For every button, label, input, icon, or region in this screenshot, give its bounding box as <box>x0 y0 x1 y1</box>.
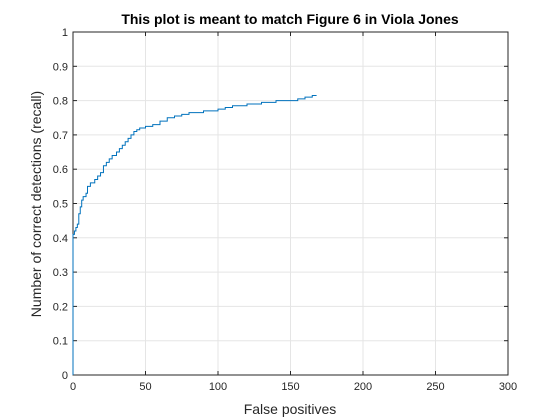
y-tick-label: 0.1 <box>53 336 68 348</box>
y-tick-label: 0.2 <box>53 301 68 313</box>
x-tick-label: 250 <box>426 381 444 393</box>
y-tick-label: 0.6 <box>53 164 68 176</box>
x-tick-label: 50 <box>139 381 151 393</box>
series-layer <box>72 94 317 375</box>
y-tick-label: 0.8 <box>53 96 68 108</box>
chart-title: This plot is meant to match Figure 6 in … <box>121 11 459 27</box>
y-axis-label: Number of correct detections (recall) <box>28 91 44 317</box>
ticks: 0 50 100 150 200 250 300 0 0.1 0.2 0.3 0.4 0.5 0.6 0.7… <box>53 27 517 393</box>
y-tick-label: 0.9 <box>53 61 68 73</box>
x-axis-label: False positives <box>244 401 337 417</box>
roc-series-line <box>72 94 317 375</box>
y-tick-label: 0.4 <box>53 233 68 245</box>
grid <box>72 31 509 376</box>
x-tick-label: 200 <box>354 381 372 393</box>
x-tick-label: 100 <box>209 381 227 393</box>
x-tick-label: 300 <box>499 381 517 393</box>
x-tick-label: 0 <box>70 381 76 393</box>
y-tick-label: 0 <box>62 370 68 382</box>
y-tick-label: 0.3 <box>53 267 68 279</box>
y-tick-label: 0.7 <box>53 130 68 142</box>
y-tick-label: 0.5 <box>53 199 68 211</box>
x-tick-label: 150 <box>281 381 299 393</box>
y-tick-label: 1 <box>62 27 68 39</box>
